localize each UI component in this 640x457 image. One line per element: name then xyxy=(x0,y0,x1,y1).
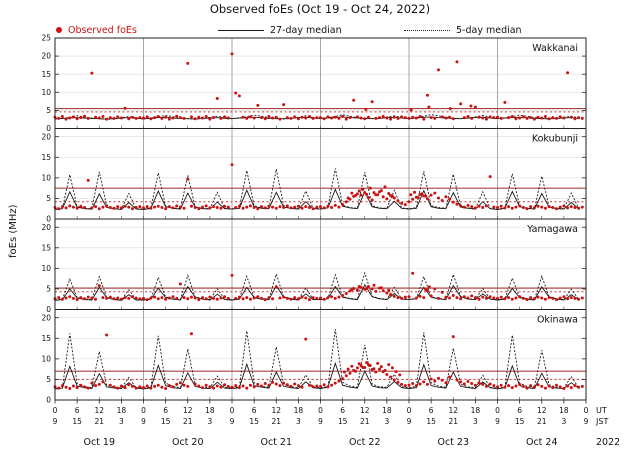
svg-text:20: 20 xyxy=(41,52,51,61)
svg-text:6: 6 xyxy=(252,406,257,415)
svg-text:18: 18 xyxy=(205,406,215,415)
svg-text:21: 21 xyxy=(94,417,104,426)
svg-text:9: 9 xyxy=(407,417,412,426)
svg-text:21: 21 xyxy=(183,417,193,426)
svg-text:3: 3 xyxy=(207,417,212,426)
svg-text:6: 6 xyxy=(163,406,168,415)
svg-text:6: 6 xyxy=(75,406,80,415)
svg-text:25: 25 xyxy=(41,34,51,43)
chart-title: Observed foEs (Oct 19 - Oct 24, 2022) xyxy=(209,2,431,16)
svg-text:10: 10 xyxy=(41,173,51,182)
legend-27day-label: 27-day median xyxy=(270,24,342,36)
svg-text:JST: JST xyxy=(595,417,608,426)
legend-item-observed: Observed foEs xyxy=(56,24,137,36)
svg-text:15: 15 xyxy=(338,417,348,426)
svg-text:21: 21 xyxy=(271,417,281,426)
svg-text:3: 3 xyxy=(473,417,478,426)
legend-item-27day-median: 27-day median xyxy=(218,24,342,36)
svg-text:0: 0 xyxy=(46,124,51,133)
svg-text:10: 10 xyxy=(41,354,51,363)
svg-text:0: 0 xyxy=(584,406,589,415)
svg-text:9: 9 xyxy=(318,417,323,426)
svg-text:15: 15 xyxy=(41,243,51,252)
svg-text:20: 20 xyxy=(41,223,51,232)
svg-text:15: 15 xyxy=(249,417,259,426)
y-axis-label: foEs (MHz) xyxy=(8,204,19,258)
svg-text:UT: UT xyxy=(596,406,607,415)
svg-text:12: 12 xyxy=(537,406,547,415)
svg-text:15: 15 xyxy=(426,417,436,426)
svg-text:5: 5 xyxy=(46,194,51,203)
svg-text:0: 0 xyxy=(46,305,51,314)
svg-text:Oct 20: Oct 20 xyxy=(172,437,204,448)
svg-text:21: 21 xyxy=(448,417,458,426)
svg-text:5: 5 xyxy=(46,106,51,115)
svg-text:15: 15 xyxy=(515,417,525,426)
svg-text:Oct 24: Oct 24 xyxy=(526,437,558,448)
svg-text:15: 15 xyxy=(41,70,51,79)
svg-text:10: 10 xyxy=(41,264,51,273)
svg-text:3: 3 xyxy=(119,417,124,426)
observed-dot-icon xyxy=(56,27,62,33)
svg-text:21: 21 xyxy=(360,417,370,426)
legend-observed-label: Observed foEs xyxy=(68,24,137,36)
svg-text:15: 15 xyxy=(72,417,82,426)
svg-text:21: 21 xyxy=(537,417,547,426)
svg-text:3: 3 xyxy=(384,417,389,426)
svg-text:18: 18 xyxy=(471,406,481,415)
svg-text:18: 18 xyxy=(117,406,127,415)
svg-text:12: 12 xyxy=(360,406,370,415)
svg-text:15: 15 xyxy=(41,153,51,162)
svg-text:9: 9 xyxy=(495,417,500,426)
svg-text:0: 0 xyxy=(46,215,51,224)
svg-text:9: 9 xyxy=(230,417,235,426)
svg-text:Oct 23: Oct 23 xyxy=(437,437,469,448)
svg-text:9: 9 xyxy=(53,417,58,426)
svg-text:0: 0 xyxy=(53,406,58,415)
svg-text:6: 6 xyxy=(340,406,345,415)
svg-text:9: 9 xyxy=(141,417,146,426)
svg-text:0: 0 xyxy=(318,406,323,415)
svg-text:Oct 22: Oct 22 xyxy=(349,437,381,448)
svg-text:18: 18 xyxy=(294,406,304,415)
legend-item-5day-median: 5-day median xyxy=(404,24,522,36)
svg-text:0: 0 xyxy=(407,406,412,415)
svg-text:9: 9 xyxy=(584,417,589,426)
svg-text:Wakkanai: Wakkanai xyxy=(532,43,578,54)
svg-text:Kokubunji: Kokubunji xyxy=(532,134,578,145)
svg-text:Okinawa: Okinawa xyxy=(537,315,578,326)
svg-text:12: 12 xyxy=(94,406,104,415)
svg-text:0: 0 xyxy=(495,406,500,415)
svg-text:0: 0 xyxy=(46,396,51,405)
svg-text:18: 18 xyxy=(559,406,569,415)
svg-text:Oct 19: Oct 19 xyxy=(83,437,115,448)
svg-text:0: 0 xyxy=(141,406,146,415)
svg-text:3: 3 xyxy=(296,417,301,426)
svg-text:12: 12 xyxy=(271,406,281,415)
svg-text:10: 10 xyxy=(41,88,51,97)
svg-text:20: 20 xyxy=(41,313,51,322)
svg-text:6: 6 xyxy=(517,406,522,415)
median27-line-icon xyxy=(218,29,264,31)
svg-text:0: 0 xyxy=(230,406,235,415)
svg-text:12: 12 xyxy=(183,406,193,415)
median5-line-icon xyxy=(404,29,450,31)
svg-text:6: 6 xyxy=(429,406,434,415)
svg-text:5: 5 xyxy=(46,375,51,384)
svg-text:18: 18 xyxy=(382,406,392,415)
svg-text:5: 5 xyxy=(46,285,51,294)
svg-text:Oct 21: Oct 21 xyxy=(260,437,292,448)
svg-text:3: 3 xyxy=(561,417,566,426)
legend-5day-label: 5-day median xyxy=(456,24,522,36)
svg-text:12: 12 xyxy=(448,406,458,415)
svg-text:15: 15 xyxy=(161,417,171,426)
svg-text:Yamagawa: Yamagawa xyxy=(526,224,578,235)
svg-text:20: 20 xyxy=(41,132,51,141)
svg-text:15: 15 xyxy=(41,334,51,343)
svg-text:2022: 2022 xyxy=(596,437,620,448)
